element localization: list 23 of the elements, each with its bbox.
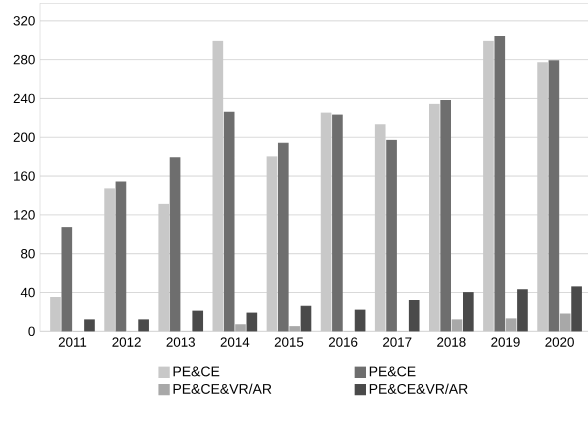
x-tick-label: 2013 — [166, 337, 195, 347]
x-tick-label: 2014 — [220, 337, 250, 347]
legend-label: PE&CE&VR/AR — [174, 384, 272, 394]
y-tick-label: 160 — [14, 171, 35, 181]
y-tick-label: 80 — [21, 248, 35, 258]
y-tick-label: 120 — [14, 210, 35, 220]
x-tick-label: 2017 — [383, 337, 412, 347]
y-tick-label: 200 — [14, 132, 35, 142]
x-tick-label: 2019 — [491, 337, 520, 347]
legend-label: PE&CE&VR/AR — [370, 384, 468, 394]
y-tick-label: 0 — [28, 326, 35, 336]
x-tick-label: 2016 — [328, 337, 358, 347]
y-tick-label: 320 — [14, 16, 35, 26]
y-tick-label: 40 — [20, 288, 35, 298]
y-tick-label: 240 — [14, 94, 35, 104]
x-tick-label: 2015 — [274, 337, 304, 347]
legend-label: PE&CE — [370, 366, 416, 376]
x-tick-label: 2011 — [58, 337, 86, 347]
x-tick-label: 2018 — [437, 337, 466, 347]
x-tick-label: 2020 — [545, 337, 574, 347]
x-tick-label: 2012 — [112, 337, 141, 347]
y-tick-label: 280 — [14, 54, 35, 64]
legend-label: PE&CE — [174, 366, 220, 376]
